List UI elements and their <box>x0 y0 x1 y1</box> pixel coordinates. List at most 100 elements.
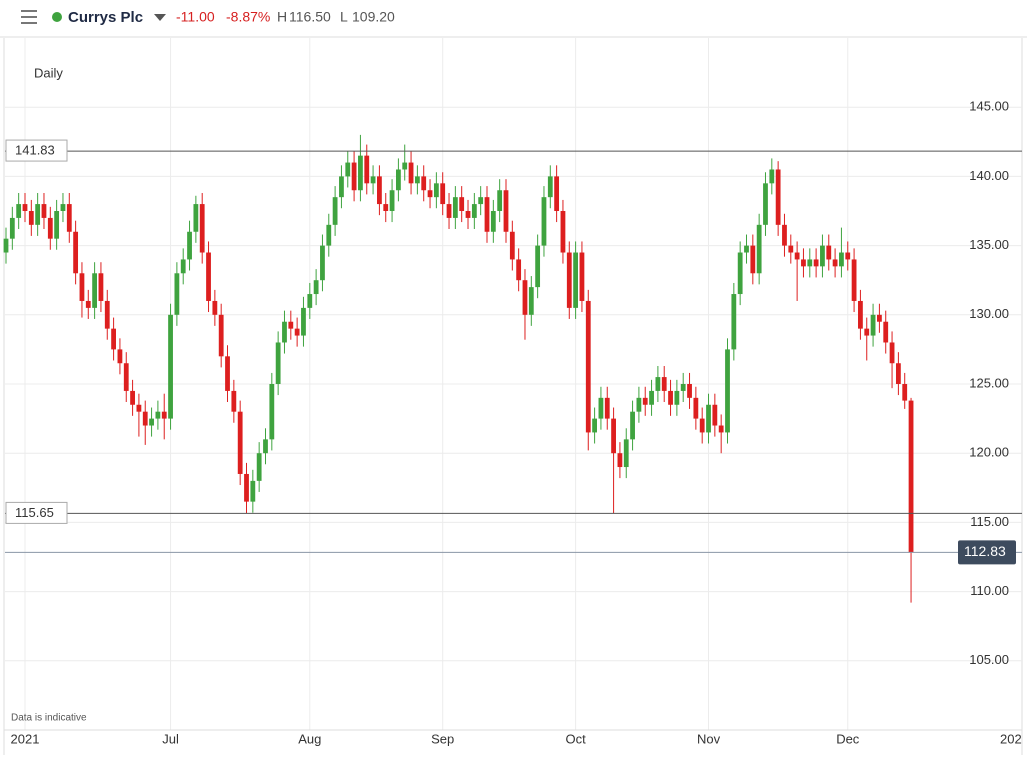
low: 109.20 <box>352 9 395 25</box>
interval[interactable]: Daily <box>34 65 63 80</box>
candle-body <box>104 300 110 329</box>
candle-body <box>541 197 547 246</box>
candle-body <box>117 349 123 364</box>
candle-body <box>256 453 262 481</box>
candle-body <box>471 204 477 218</box>
candle-body <box>377 176 382 205</box>
instrument-name[interactable]: Currys Plc <box>68 9 143 26</box>
candle-body <box>41 204 47 218</box>
candle-body <box>9 217 15 239</box>
candle-body <box>832 259 838 267</box>
candle-body <box>712 404 718 426</box>
candle-body <box>509 231 515 260</box>
candle-body <box>427 190 433 198</box>
candle-body <box>883 321 889 343</box>
candle-body <box>813 259 819 267</box>
menu-icon[interactable] <box>21 10 37 24</box>
candle-body <box>566 252 572 308</box>
candle-body <box>237 411 243 474</box>
candle-body <box>161 411 167 419</box>
candle-body <box>497 190 503 211</box>
candle-body <box>668 390 673 405</box>
candle-body <box>870 314 876 336</box>
level-label: 115.65 <box>15 505 54 520</box>
candle-body <box>307 294 313 308</box>
y-tick-label: 130.00 <box>969 306 1009 321</box>
candle-body <box>573 252 579 308</box>
x-tick-label: Nov <box>697 731 721 746</box>
candle-body <box>206 252 211 301</box>
dropdown-caret[interactable] <box>154 14 166 21</box>
candle-body <box>630 411 635 440</box>
candle-body <box>725 349 730 433</box>
candle-body <box>693 397 699 419</box>
candle-body <box>199 204 205 253</box>
candle-body <box>301 307 306 336</box>
candle-body <box>345 162 351 177</box>
candle-body <box>547 176 553 198</box>
candle-body <box>877 314 882 322</box>
candle-body <box>718 425 724 433</box>
y-tick-label: 120.00 <box>969 445 1009 460</box>
candle-body <box>889 342 895 364</box>
candle-body <box>421 176 427 191</box>
candle-body <box>35 204 41 225</box>
candle-body <box>123 363 129 391</box>
x-tick-label: 202 <box>1000 731 1022 746</box>
x-tick-label: Sep <box>431 731 454 746</box>
candle-body <box>244 473 249 502</box>
candle-body <box>611 418 616 454</box>
candle-body <box>617 453 623 468</box>
candle-body <box>98 273 104 301</box>
candle-body <box>807 259 813 267</box>
y-tick-label: 135.00 <box>969 237 1009 252</box>
candle-body <box>763 183 768 225</box>
x-tick-label: 2021 <box>11 731 40 746</box>
candle-body <box>111 328 116 350</box>
candle-body <box>54 211 60 239</box>
candle-body <box>275 342 281 384</box>
candle-body <box>604 397 610 419</box>
candle-body <box>16 204 22 218</box>
candle-body <box>136 404 142 412</box>
candle-body <box>389 190 395 211</box>
candle-body <box>503 190 509 232</box>
candle-body <box>598 397 604 419</box>
candle-body <box>28 211 34 225</box>
candle-body <box>212 300 218 315</box>
candle-body <box>826 245 832 260</box>
candle-body <box>313 280 319 295</box>
y-tick-label: 105.00 <box>969 652 1009 667</box>
candle-body <box>92 273 98 308</box>
level-label-box <box>5 139 68 162</box>
candle-body <box>225 356 230 391</box>
candle-body <box>383 204 389 211</box>
candle-body <box>326 224 332 246</box>
candle-body <box>585 300 591 433</box>
candle-body <box>908 400 914 553</box>
candle-body <box>320 245 325 281</box>
footnote: Data is indicative <box>11 713 87 724</box>
candle-body <box>47 217 53 239</box>
candle-body <box>484 197 490 232</box>
candle-body <box>478 197 484 205</box>
candle-body <box>680 384 686 391</box>
candle-body <box>649 390 654 405</box>
candle-body <box>623 439 629 468</box>
candle-body <box>864 328 870 336</box>
candle-body <box>699 418 705 433</box>
candle-body <box>351 162 357 191</box>
level-label: 141.83 <box>15 143 55 158</box>
status-dot <box>52 12 62 22</box>
candle-body <box>902 384 908 401</box>
last-price-label: 112.83 <box>964 543 1006 559</box>
candle-body <box>655 377 661 391</box>
candle-body <box>187 231 192 260</box>
candle-body <box>218 314 224 357</box>
candle-body <box>402 162 408 170</box>
candle-body <box>294 328 300 336</box>
candle-body <box>554 176 560 211</box>
candle-body <box>73 231 79 274</box>
candle-body <box>269 384 275 440</box>
candle-body <box>370 176 376 184</box>
